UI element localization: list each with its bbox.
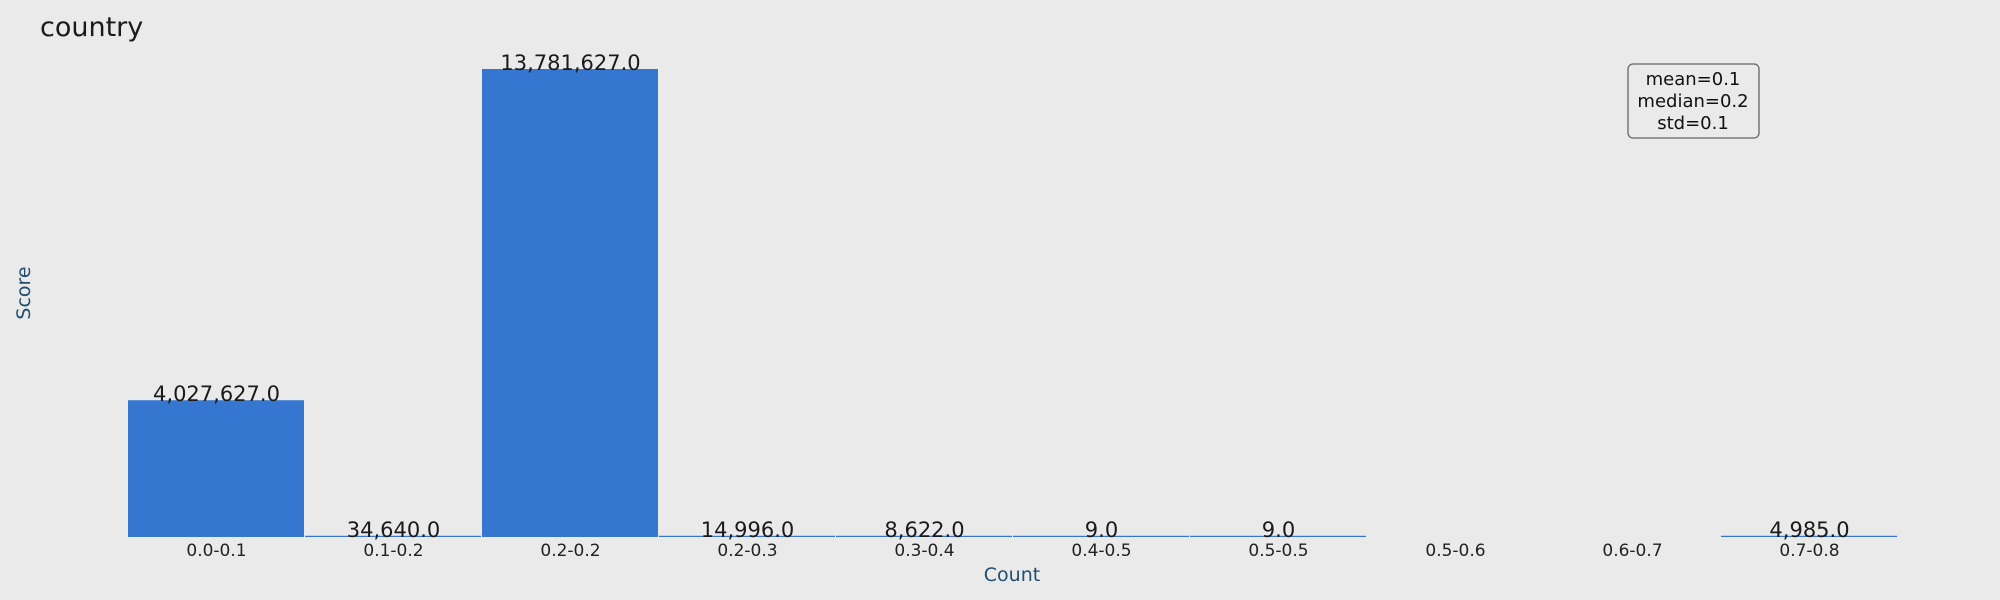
bar-0.2-0.2 [482, 69, 658, 537]
x-tick-label-0.2-0.3: 0.2-0.3 [717, 541, 777, 561]
bar-0.3-0.4 [836, 535, 1012, 537]
value-label-0.4-0.5: 9.0 [1085, 518, 1118, 542]
value-label-0.7-0.8: 4,985.0 [1769, 518, 1849, 542]
bar-0.2-0.3 [659, 535, 835, 537]
x-tick-label-0.5-0.6: 0.5-0.6 [1425, 541, 1485, 561]
value-label-0.2-0.3: 14,996.0 [701, 518, 795, 542]
x-tick-label-0.7-0.8: 0.7-0.8 [1779, 541, 1839, 561]
x-tick-label-0.5-0.5: 0.5-0.5 [1248, 541, 1308, 561]
value-label-0.0-0.1: 4,027,627.0 [153, 382, 280, 406]
value-labels-group: 4,027,627.0 34,640.0 13,781,627.0 14,996.0 8… [153, 51, 1850, 542]
stats-std: std=0.1 [1657, 113, 1729, 134]
bar-0.4-0.5 [1013, 535, 1189, 537]
chart-title: country [40, 12, 143, 43]
stats-box: mean=0.1 median=0.2 std=0.1 [1627, 63, 1760, 139]
x-axis-label: Count [984, 564, 1040, 586]
bar-0.5-0.5 [1190, 535, 1366, 537]
x-tick-label-0.3-0.4: 0.3-0.4 [894, 541, 954, 561]
x-tick-label-0.2-0.2: 0.2-0.2 [540, 541, 600, 561]
value-label-0.5-0.5: 9.0 [1262, 518, 1295, 542]
x-tick-labels-group: 0.0-0.1 0.1-0.2 0.2-0.2 0.2-0.3 0.3-0.4 0.4-0… [186, 541, 1839, 561]
y-axis-label: Score [13, 266, 35, 319]
bar-0.0-0.1 [128, 400, 304, 537]
stats-median: median=0.2 [1637, 91, 1748, 112]
value-label-0.3-0.4: 8,622.0 [884, 518, 964, 542]
x-tick-label-0.0-0.1: 0.0-0.1 [186, 541, 246, 561]
stats-mean: mean=0.1 [1646, 69, 1741, 90]
value-label-0.2-0.2: 13,781,627.0 [500, 51, 640, 75]
bar-0.1-0.2 [305, 535, 481, 537]
stats-box-frame [1627, 63, 1760, 139]
x-tick-label-0.1-0.2: 0.1-0.2 [363, 541, 423, 561]
value-label-0.1-0.2: 34,640.0 [347, 518, 441, 542]
x-tick-label-0.6-0.7: 0.6-0.7 [1602, 541, 1662, 561]
bar-0.7-0.8 [1721, 535, 1897, 537]
x-tick-label-0.4-0.5: 0.4-0.5 [1071, 541, 1131, 561]
bars-group [128, 69, 1897, 537]
